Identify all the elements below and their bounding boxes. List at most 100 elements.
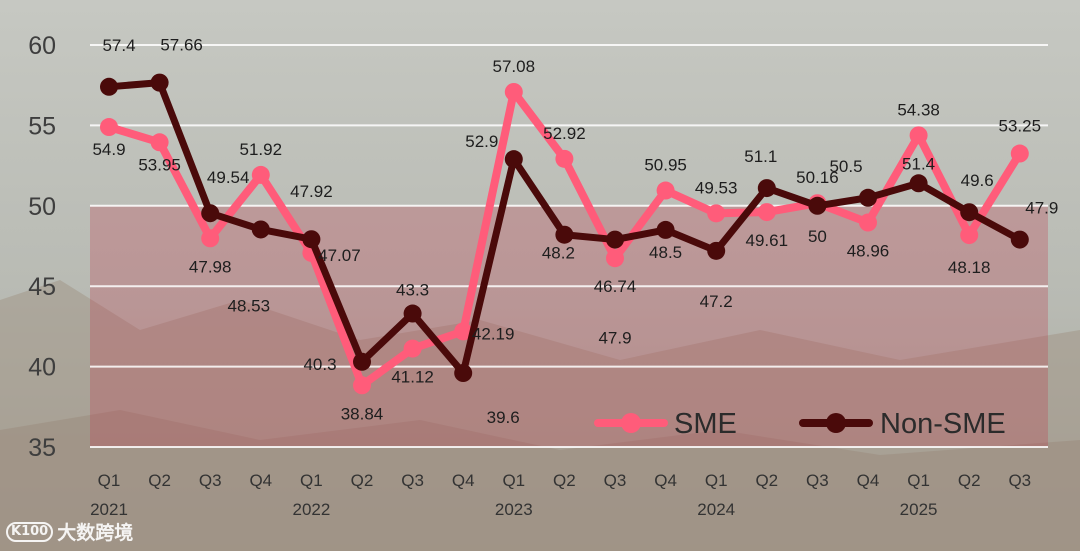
- non-sme-point: [201, 204, 220, 223]
- non-sme-point: [100, 77, 118, 96]
- non-sme-data-label: 47.2: [700, 292, 733, 311]
- sme-point: [859, 213, 877, 232]
- x-year-label: 2024: [697, 500, 735, 519]
- x-year-label: 2023: [495, 500, 533, 519]
- sme-point: [960, 226, 979, 245]
- non-sme-data-label: 50.5: [829, 157, 862, 176]
- non-sme-point: [757, 179, 776, 198]
- non-sme-data-label: 51.1: [744, 147, 777, 166]
- sme-data-label: 48.96: [847, 242, 890, 261]
- x-year-label: 2022: [292, 500, 330, 519]
- sme-point: [251, 165, 270, 184]
- y-tick-label: 35: [28, 434, 56, 462]
- non-sme-point: [353, 352, 371, 371]
- x-tick-label: Q2: [351, 471, 374, 490]
- x-year-label: 2025: [900, 500, 938, 519]
- sme-data-label: 52.92: [543, 124, 586, 143]
- sme-point: [555, 149, 574, 168]
- non-sme-point: [1010, 230, 1029, 249]
- non-sme-data-label: 49.54: [207, 168, 250, 187]
- sme-data-label: 46.74: [594, 277, 637, 296]
- sme-data-label: 54.38: [897, 100, 940, 119]
- y-tick-label: 60: [28, 32, 56, 60]
- non-sme-data-label: 43.3: [396, 281, 429, 300]
- y-tick-label: 40: [28, 354, 56, 382]
- x-tick-label: Q3: [604, 471, 627, 490]
- x-tick-label: Q1: [705, 471, 728, 490]
- sme-point: [403, 339, 422, 358]
- x-tick-label: Q2: [958, 471, 981, 490]
- x-axis-ticks: Q1 Q2 Q3 Q4 Q1 Q2 Q3 Q4 Q1 Q2 Q3 Q4 Q1 Q2 Q3 Q4 Q1 Q2 Q3 20…: [90, 471, 1031, 519]
- non-sme-point: [859, 188, 877, 207]
- legend-sme-marker: [621, 413, 641, 433]
- sme-data-label: 50.95: [644, 156, 687, 175]
- sme-point: [100, 118, 118, 137]
- non-sme-point: [403, 304, 422, 323]
- non-sme-data-label: 57.4: [102, 36, 135, 55]
- legend-non-sme-marker: [826, 413, 846, 433]
- non-sme-data-label: 39.6: [487, 408, 520, 427]
- non-sme-point: [606, 230, 624, 249]
- sme-data-label: 47.98: [189, 257, 232, 276]
- non-sme-point: [150, 73, 169, 92]
- non-sme-data-label: 48.53: [228, 296, 271, 315]
- non-sme-point: [302, 230, 321, 249]
- sme-data-label: 50.16: [796, 168, 839, 187]
- non-sme-data-label: 51.4: [902, 154, 935, 173]
- sme-point: [150, 133, 169, 152]
- x-tick-label: Q4: [249, 471, 272, 490]
- sme-data-label: 42.19: [472, 324, 515, 343]
- x-tick-label: Q1: [300, 471, 323, 490]
- non-sme-point: [960, 203, 979, 222]
- legend: SME Non-SME: [594, 408, 1006, 440]
- non-sme-data-label: 47.9: [1025, 199, 1058, 218]
- non-sme-point: [656, 220, 675, 239]
- sme-data-label: 41.12: [391, 368, 434, 387]
- y-tick-label: 50: [28, 193, 56, 221]
- y-tick-label: 45: [28, 273, 56, 301]
- non-sme-point: [808, 196, 827, 215]
- sme-data-label: 49.61: [746, 231, 789, 250]
- non-sme-point: [454, 364, 473, 383]
- x-year-label: 2021: [90, 500, 128, 519]
- x-tick-label: Q3: [806, 471, 829, 490]
- non-sme-point: [251, 220, 270, 239]
- non-sme-data-label: 57.66: [160, 36, 203, 55]
- sme-point: [454, 322, 473, 341]
- sme-data-label: 57.08: [493, 57, 536, 76]
- watermark: K100 大数跨境: [6, 518, 133, 545]
- sme-data-label: 48.18: [948, 258, 991, 277]
- non-sme-point: [555, 225, 574, 244]
- sme-data-label: 53.25: [999, 117, 1042, 136]
- non-sme-data-label: 48.2: [542, 244, 575, 263]
- sme-point: [201, 229, 220, 248]
- x-tick-label: Q4: [857, 471, 880, 490]
- sme-data-label: 54.9: [92, 140, 125, 159]
- brand-name: 大数跨境: [57, 522, 134, 544]
- non-sme-point: [909, 174, 928, 193]
- x-tick-label: Q2: [553, 471, 576, 490]
- non-sme-data-label: 49.6: [961, 171, 994, 190]
- sme-data-label: 53.95: [138, 155, 181, 174]
- non-sme-data-label: 50: [808, 227, 827, 246]
- series-lines: [100, 73, 1029, 395]
- non-sme-data-label: 47.92: [290, 182, 333, 201]
- legend-sme-label: SME: [674, 408, 737, 440]
- x-tick-label: Q3: [1008, 471, 1031, 490]
- non-sme-data-label: 40.3: [303, 355, 336, 374]
- sme-point: [909, 126, 928, 145]
- x-tick-label: Q3: [199, 471, 222, 490]
- gridlines: [90, 44, 1048, 448]
- highlight-band: [90, 205, 1048, 447]
- x-tick-label: Q1: [98, 471, 121, 490]
- sme-point: [353, 376, 371, 395]
- brand-logo-icon: K100: [6, 521, 54, 542]
- sme-data-label: 49.53: [695, 178, 738, 197]
- x-tick-label: Q1: [502, 471, 525, 490]
- legend-non-sme-label: Non-SME: [880, 408, 1006, 440]
- non-sme-point: [707, 241, 726, 260]
- x-tick-label: Q2: [148, 471, 171, 490]
